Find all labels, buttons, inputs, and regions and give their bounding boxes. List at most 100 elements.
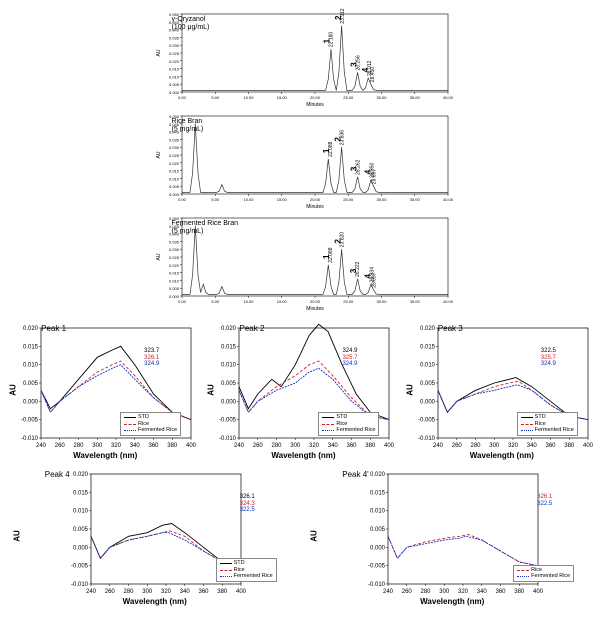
svg-text:35.00: 35.00 xyxy=(409,299,420,304)
legend: STDRiceFermented Rice xyxy=(120,412,181,436)
svg-text:400: 400 xyxy=(236,589,247,595)
svg-text:-0.005: -0.005 xyxy=(219,418,237,424)
svg-text:320: 320 xyxy=(111,443,122,449)
svg-text:380: 380 xyxy=(514,589,525,595)
spectra-row-1: -0.010-0.0050.0000.0050.0100.0150.020240… xyxy=(8,320,599,460)
wavelength-labels: 324.9325.7324.9 xyxy=(342,348,357,368)
svg-text:240: 240 xyxy=(86,589,97,595)
svg-text:380: 380 xyxy=(167,443,178,449)
svg-text:0.020: 0.020 xyxy=(168,161,179,166)
legend-rice: Rice xyxy=(234,567,245,574)
svg-text:5.00: 5.00 xyxy=(211,299,220,304)
svg-text:300: 300 xyxy=(291,443,302,449)
svg-text:380: 380 xyxy=(564,443,575,449)
wavelength-labels: 326.1324.3322.5 xyxy=(240,494,255,514)
svg-text:-0.005: -0.005 xyxy=(21,418,39,424)
chromatogram-2: 0.0000.0050.0100.0150.0200.0250.0300.035… xyxy=(154,212,454,312)
svg-text:300: 300 xyxy=(439,589,450,595)
svg-text:0.00: 0.00 xyxy=(178,197,187,202)
svg-text:320: 320 xyxy=(309,443,320,449)
svg-text:-0.010: -0.010 xyxy=(368,582,386,588)
svg-text:280: 280 xyxy=(470,443,481,449)
svg-text:5.00: 5.00 xyxy=(211,197,220,202)
legend-std: STD xyxy=(336,414,347,421)
svg-text:22.088: 22.088 xyxy=(328,141,334,157)
svg-text:0.010: 0.010 xyxy=(370,509,386,515)
svg-text:340: 340 xyxy=(477,589,488,595)
svg-text:280: 280 xyxy=(421,589,432,595)
svg-text:0.035: 0.035 xyxy=(168,239,179,244)
svg-text:360: 360 xyxy=(198,589,209,595)
svg-text:15.00: 15.00 xyxy=(276,95,287,100)
svg-text:20.00: 20.00 xyxy=(309,197,320,202)
y-axis-label: AU xyxy=(12,530,21,542)
svg-text:280: 280 xyxy=(74,443,85,449)
svg-text:300: 300 xyxy=(92,443,103,449)
svg-text:40.00: 40.00 xyxy=(442,299,453,304)
legend-rice: Rice xyxy=(138,421,149,428)
svg-text:0.030: 0.030 xyxy=(168,145,179,150)
spectrum-peak3: -0.010-0.0050.0000.0050.0100.0150.020240… xyxy=(408,320,596,460)
svg-text:30.00: 30.00 xyxy=(376,95,387,100)
svg-text:AU: AU xyxy=(156,151,162,158)
svg-text:0.000: 0.000 xyxy=(221,399,237,405)
svg-text:-0.010: -0.010 xyxy=(71,582,89,588)
svg-text:400: 400 xyxy=(384,443,395,449)
svg-text:260: 260 xyxy=(452,443,463,449)
svg-text:340: 340 xyxy=(130,443,141,449)
svg-text:0.010: 0.010 xyxy=(168,74,179,79)
svg-text:28.697: 28.697 xyxy=(371,169,377,185)
svg-text:360: 360 xyxy=(149,443,160,449)
legend-ferm: Fermented Rice xyxy=(138,427,177,434)
svg-text:0.005: 0.005 xyxy=(73,527,89,533)
spectrum-title: Peak 1 xyxy=(41,324,66,333)
svg-text:-0.005: -0.005 xyxy=(368,564,386,570)
svg-text:240: 240 xyxy=(36,443,47,449)
svg-text:0.005: 0.005 xyxy=(23,381,39,387)
svg-text:35.00: 35.00 xyxy=(409,95,420,100)
svg-text:0.00: 0.00 xyxy=(178,299,187,304)
svg-text:0.020: 0.020 xyxy=(221,326,237,332)
svg-text:23.820: 23.820 xyxy=(339,232,345,248)
svg-text:0.020: 0.020 xyxy=(23,326,39,332)
svg-text:Minutes: Minutes xyxy=(306,306,324,312)
svg-text:0.020: 0.020 xyxy=(168,59,179,64)
svg-text:0.005: 0.005 xyxy=(420,381,436,387)
svg-text:10.00: 10.00 xyxy=(243,197,254,202)
svg-text:0.010: 0.010 xyxy=(73,509,89,515)
svg-text:20.00: 20.00 xyxy=(309,95,320,100)
spectrum-peak4': -0.010-0.0050.0000.0050.0100.0150.020240… xyxy=(312,466,592,606)
spectra-row-2: -0.010-0.0050.0000.0050.0100.0150.020240… xyxy=(8,466,599,606)
svg-text:-0.005: -0.005 xyxy=(71,564,89,570)
legend: RiceFermented Rice xyxy=(513,565,574,582)
y-axis-label: AU xyxy=(310,530,319,542)
svg-text:240: 240 xyxy=(383,589,394,595)
spectrum-peak4: -0.010-0.0050.0000.0050.0100.0150.020240… xyxy=(15,466,295,606)
svg-text:0.015: 0.015 xyxy=(168,67,179,72)
svg-text:15.00: 15.00 xyxy=(276,197,287,202)
svg-text:26.262: 26.262 xyxy=(355,159,361,175)
svg-text:15.00: 15.00 xyxy=(276,299,287,304)
svg-text:30.00: 30.00 xyxy=(376,299,387,304)
legend: STDRiceFermented Rice xyxy=(216,558,277,582)
svg-text:0.000: 0.000 xyxy=(23,399,39,405)
svg-text:0.015: 0.015 xyxy=(73,490,89,496)
svg-text:-0.010: -0.010 xyxy=(418,436,436,442)
svg-text:0.025: 0.025 xyxy=(168,255,179,260)
svg-text:AU: AU xyxy=(156,253,162,260)
svg-text:340: 340 xyxy=(328,443,339,449)
chromatogram-0: 0.0000.0050.0100.0150.0200.0250.0300.035… xyxy=(154,8,454,108)
svg-text:0.000: 0.000 xyxy=(370,545,386,551)
svg-text:300: 300 xyxy=(489,443,500,449)
svg-text:0.035: 0.035 xyxy=(168,35,179,40)
svg-text:28.450: 28.450 xyxy=(370,67,376,83)
svg-text:25.00: 25.00 xyxy=(343,95,354,100)
chromatogram-label: Rice Bran(5 mg/mL) xyxy=(172,118,204,133)
legend-rice: Rice xyxy=(336,421,347,428)
svg-text:300: 300 xyxy=(142,589,153,595)
svg-text:-0.005: -0.005 xyxy=(418,418,436,424)
legend-ferm: Fermented Rice xyxy=(535,427,574,434)
svg-text:400: 400 xyxy=(583,443,594,449)
svg-text:40.00: 40.00 xyxy=(442,95,453,100)
svg-text:260: 260 xyxy=(402,589,413,595)
